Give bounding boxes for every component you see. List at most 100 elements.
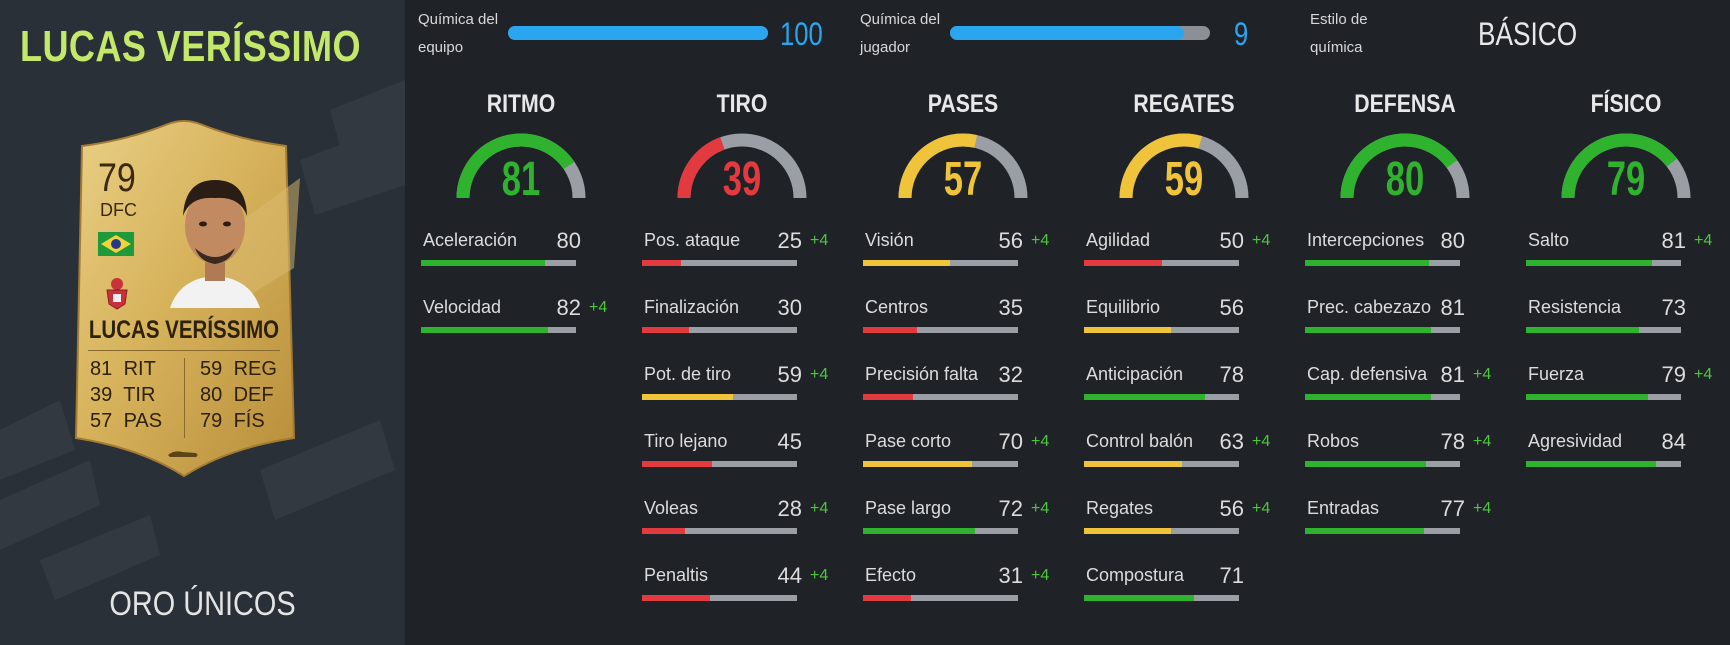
attribute-row[interactable]: Fuerza 79 +4 [1526, 362, 1730, 424]
attribute-bar [642, 595, 797, 601]
attribute-row[interactable]: Equilibrio 56 [1084, 295, 1294, 357]
chemistry-style-label: Estilo de química [1310, 11, 1368, 56]
category-gauge [1340, 133, 1470, 199]
attribute-row[interactable]: Intercepciones 80 [1305, 228, 1515, 290]
player-chemistry-fill [950, 26, 1184, 40]
gauge-fill [456, 133, 586, 199]
attribute-row[interactable]: Pase corto 70 +4 [863, 429, 1073, 491]
attribute-bonus: +4 [810, 500, 829, 517]
attribute-row[interactable]: Agilidad 50 +4 [1084, 228, 1294, 290]
player-chemistry-value: 9 [1234, 16, 1249, 52]
attribute-name: Salto [1528, 230, 1570, 250]
attribute-row[interactable]: Agresividad 84 [1526, 429, 1730, 491]
attribute-bar [1526, 327, 1681, 333]
attribute-row[interactable]: Salto 81 +4 [1526, 228, 1730, 290]
attribute-value: 78 [1440, 429, 1465, 454]
category-rating: 59 [1164, 153, 1204, 206]
attribute-bar [421, 327, 576, 333]
attribute-value: 82 [556, 295, 581, 320]
attribute-bonus: +4 [1473, 500, 1492, 517]
attribute-row[interactable]: Velocidad 82 +4 [421, 295, 631, 357]
attribute-bar-fill [1084, 461, 1182, 467]
attribute-value: 84 [1661, 429, 1686, 454]
player-card[interactable]: 79 DFC LUCAS VERÍSSIMO 81 RIT 39 TIR 57 … [68, 118, 300, 480]
attribute-value: 56 [1219, 496, 1244, 521]
attribute-bar [1305, 394, 1460, 400]
category-rating: 81 [501, 153, 541, 206]
attribute-bar-fill [1084, 595, 1195, 601]
attribute-bonus: +4 [589, 299, 608, 316]
attribute-row[interactable]: Cap. defensiva 81 +4 [1305, 362, 1515, 424]
attribute-bar-fill [863, 394, 913, 400]
attribute-row[interactable]: Anticipación 78 [1084, 362, 1294, 424]
attribute-value: 35 [998, 295, 1023, 320]
team-chemistry-fill [508, 26, 768, 40]
gauge-fill [898, 133, 1028, 199]
attribute-bar [863, 528, 1018, 534]
attribute-row[interactable]: Regates 56 +4 [1084, 496, 1294, 558]
chemistry-style-value[interactable]: BÁSICO [1478, 16, 1578, 52]
attribute-value: 56 [1219, 295, 1244, 320]
card-position: DFC [100, 200, 137, 220]
gauge-fill [677, 133, 807, 199]
card-stat-pas: 57 PAS [90, 410, 163, 432]
attribute-bar-fill [1305, 461, 1426, 467]
attribute-bar-fill [863, 327, 918, 333]
attribute-row[interactable]: Prec. cabezazo 81 [1305, 295, 1515, 357]
attribute-bonus: +4 [810, 366, 829, 383]
attribute-row[interactable]: Finalización 30 [642, 295, 852, 357]
attribute-value: 32 [998, 362, 1023, 387]
category-title: REGATES [1133, 90, 1235, 118]
attribute-value: 31 [998, 563, 1023, 588]
attribute-bar-fill [1084, 327, 1171, 333]
card-stat-rit: 81 RIT [90, 358, 156, 380]
category-rating: 80 [1385, 153, 1425, 206]
category-gauge [677, 133, 807, 199]
attribute-row[interactable]: Control balón 63 +4 [1084, 429, 1294, 491]
attribute-row[interactable]: Tiro lejano 45 [642, 429, 852, 491]
attribute-row[interactable]: Voleas 28 +4 [642, 496, 852, 558]
attribute-name: Entradas [1307, 498, 1380, 518]
attribute-bar [1526, 260, 1681, 266]
attribute-row[interactable]: Compostura 71 [1084, 563, 1294, 625]
attribute-bar [642, 528, 797, 534]
brazil-flag-icon [98, 232, 134, 256]
attribute-bonus: +4 [1031, 433, 1050, 450]
attribute-row[interactable]: Precisión falta 32 [863, 362, 1073, 424]
attribute-row[interactable]: Pase largo 72 +4 [863, 496, 1073, 558]
attribute-bonus: +4 [1031, 567, 1050, 584]
attribute-bar-fill [1305, 528, 1425, 534]
category-gauge [1119, 133, 1249, 199]
attribute-row[interactable]: Entradas 77 +4 [1305, 496, 1515, 558]
attribute-bar [863, 327, 1018, 333]
attribute-row[interactable]: Visión 56 +4 [863, 228, 1073, 290]
attribute-bar [1084, 595, 1239, 601]
attribute-bonus: +4 [1694, 366, 1713, 383]
attribute-value: 81 [1440, 362, 1465, 387]
attribute-row[interactable]: Resistencia 73 [1526, 295, 1730, 357]
attribute-bonus: +4 [1252, 433, 1271, 450]
attribute-value: 80 [1440, 228, 1465, 253]
attribute-value: 72 [998, 496, 1023, 521]
attribute-value: 81 [1440, 295, 1465, 320]
attribute-row[interactable]: Centros 35 [863, 295, 1073, 357]
attribute-name: Pase largo [865, 498, 952, 518]
attribute-row[interactable]: Penaltis 44 +4 [642, 563, 852, 625]
card-vertical-divider [184, 358, 185, 438]
attribute-bar [1526, 461, 1681, 467]
category-title: PASES [927, 90, 999, 118]
attribute-row[interactable]: Pos. ataque 25 +4 [642, 228, 852, 290]
attribute-row[interactable]: Efecto 31 +4 [863, 563, 1073, 625]
category-rating: 79 [1606, 153, 1646, 206]
attribute-name: Centros [865, 297, 929, 317]
attribute-bar [1305, 461, 1460, 467]
attribute-row[interactable]: Aceleración 80 [421, 228, 631, 290]
attribute-row[interactable]: Pot. de tiro 59 +4 [642, 362, 852, 424]
attribute-row[interactable]: Robos 78 +4 [1305, 429, 1515, 491]
attribute-value: 71 [1219, 563, 1244, 588]
attribute-bar [1084, 528, 1239, 534]
attribute-bar-fill [642, 327, 689, 333]
attribute-name: Efecto [865, 565, 917, 585]
attribute-bonus: +4 [1031, 500, 1050, 517]
attribute-value: 56 [998, 228, 1023, 253]
